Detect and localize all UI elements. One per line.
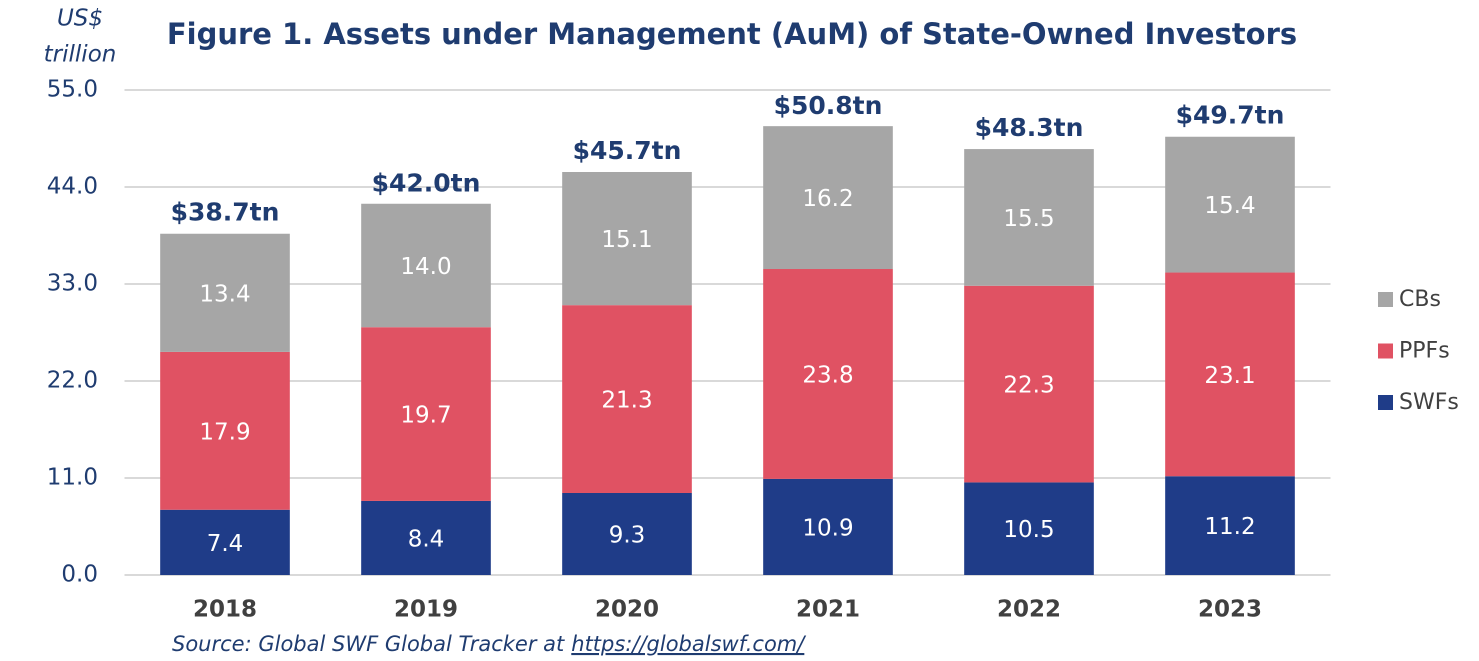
data-label: 9.3 xyxy=(609,522,646,548)
bar-segment xyxy=(1165,272,1295,477)
data-label: 7.4 xyxy=(207,531,244,557)
bar-segment xyxy=(160,509,290,575)
x-tick-label: 2023 xyxy=(1198,597,1262,623)
data-label: 14.0 xyxy=(400,254,451,280)
legend-label: SWFs xyxy=(1399,390,1459,415)
source-note: Source: Global SWF Global Tracker at xyxy=(172,632,565,656)
y-tick-label: 0.0 xyxy=(61,562,98,588)
bar-segment xyxy=(964,149,1094,286)
data-label: 23.8 xyxy=(802,362,853,388)
bar-segment xyxy=(361,327,491,501)
bar-segment xyxy=(562,305,692,493)
x-tick-label: 2019 xyxy=(394,597,458,623)
bar-segment xyxy=(763,126,893,270)
bar-segment xyxy=(361,500,491,575)
x-tick-label: 2018 xyxy=(193,597,257,623)
data-label: 21.3 xyxy=(601,388,652,414)
chart-title: Figure 1. Assets under Management (AuM) … xyxy=(167,17,1297,51)
bar-segment xyxy=(1165,136,1295,273)
y-tick-label: 44.0 xyxy=(47,174,98,200)
bar-segment xyxy=(1165,476,1295,575)
data-label: 13.4 xyxy=(199,281,250,307)
total-label: $38.7tn xyxy=(171,198,280,227)
legend-swatch xyxy=(1378,343,1393,359)
y-tick-label: 33.0 xyxy=(47,271,98,297)
y-axis-label: US$ xyxy=(57,6,103,32)
data-label: 10.9 xyxy=(802,515,853,541)
data-label: 17.9 xyxy=(199,419,250,445)
legend-label: PPFs xyxy=(1399,339,1450,364)
data-label: 8.4 xyxy=(408,526,445,552)
bar-segment xyxy=(763,478,893,575)
legend-swatch xyxy=(1378,292,1393,307)
y-axis-label: trillion xyxy=(44,42,117,68)
total-label: $49.7tn xyxy=(1176,101,1285,130)
data-label: 19.7 xyxy=(400,403,451,429)
x-tick-label: 2021 xyxy=(796,597,860,623)
legend-label: CBs xyxy=(1399,287,1441,312)
x-tick-label: 2022 xyxy=(997,597,1061,623)
x-tick-label: 2020 xyxy=(595,597,659,623)
total-label: $45.7tn xyxy=(573,136,682,165)
bar-segment xyxy=(964,482,1094,575)
bar-segment xyxy=(562,492,692,575)
y-tick-label: 11.0 xyxy=(47,465,98,491)
data-label: 15.5 xyxy=(1003,206,1054,232)
total-label: $48.3tn xyxy=(975,113,1084,142)
bar-segment xyxy=(160,233,290,352)
source-link[interactable]: https://globalswf.com/ xyxy=(571,632,806,656)
y-tick-label: 22.0 xyxy=(47,368,98,394)
total-label: $42.0tn xyxy=(372,169,481,198)
data-label: 15.1 xyxy=(601,227,652,253)
bar-segment xyxy=(361,203,491,328)
data-label: 15.4 xyxy=(1204,193,1255,219)
y-tick-label: 55.0 xyxy=(47,77,98,103)
total-label: $50.8tn xyxy=(774,91,883,120)
bar-segment xyxy=(763,269,893,479)
legend-swatch xyxy=(1378,395,1393,410)
bar-segment xyxy=(964,285,1094,483)
data-label: 23.1 xyxy=(1204,363,1255,389)
data-label: 16.2 xyxy=(802,186,853,212)
data-label: 22.3 xyxy=(1003,373,1054,399)
data-label: 10.5 xyxy=(1003,517,1054,543)
data-label: 11.2 xyxy=(1204,514,1255,540)
bar-segment xyxy=(562,172,692,306)
bar-segment xyxy=(160,351,290,510)
